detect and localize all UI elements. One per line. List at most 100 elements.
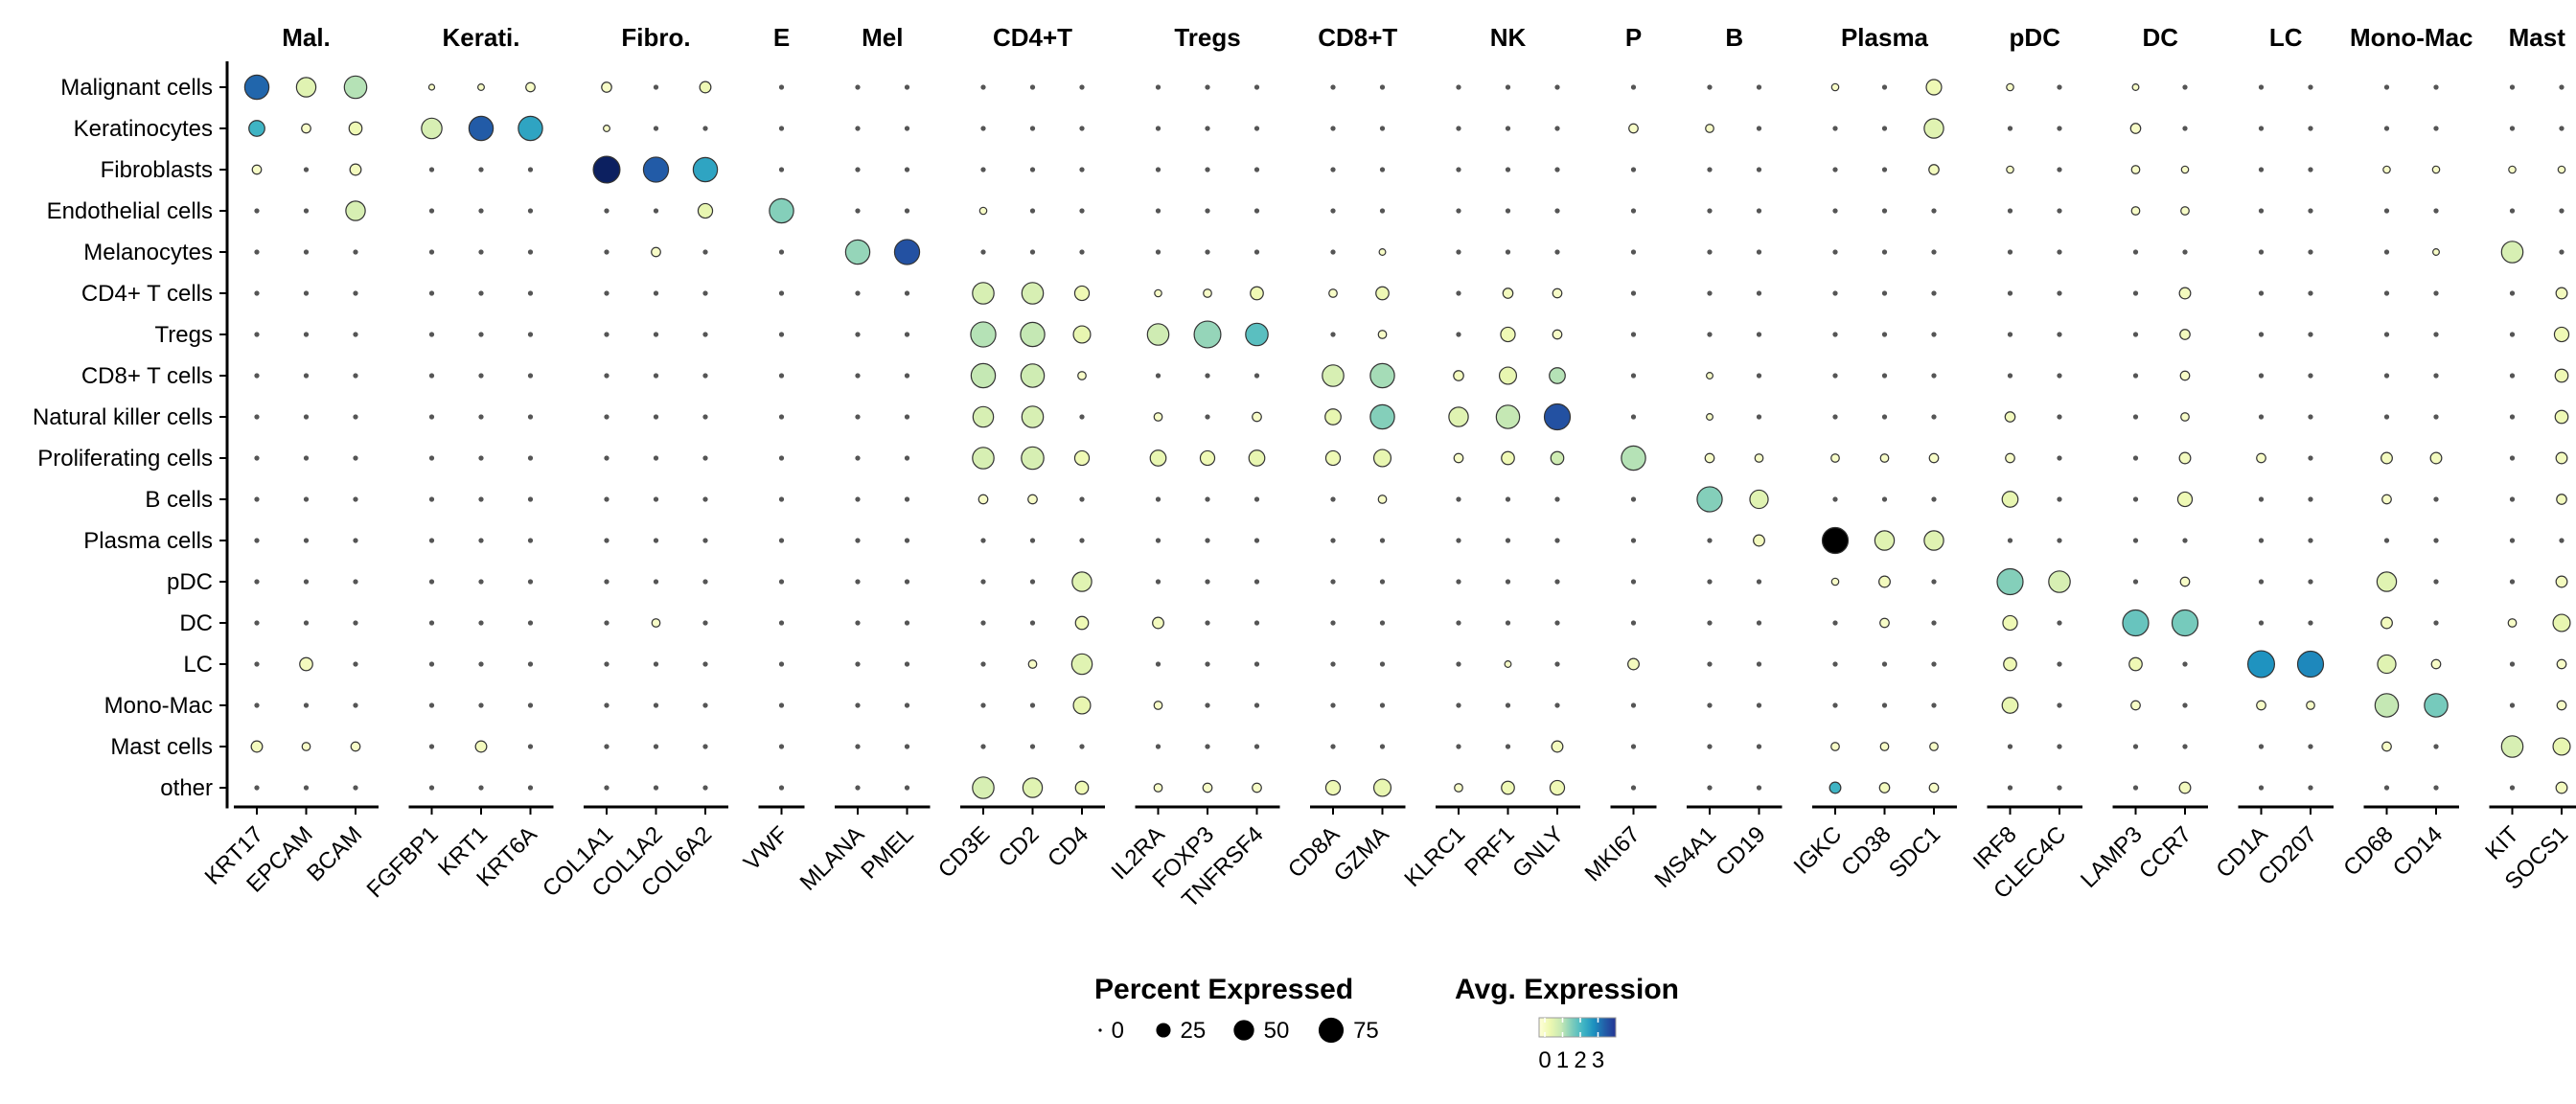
dot-melanocytes-cd2 bbox=[1029, 249, 1036, 255]
dot-dc-krt17 bbox=[254, 620, 260, 626]
legends: Percent Expressed 0 25 50 75 Avg. Expressio… bbox=[1094, 974, 1679, 1073]
dot-dc-cd38 bbox=[1879, 617, 1890, 629]
dot-pdc-epcam bbox=[303, 579, 310, 585]
dot-keratinocytes-igkc bbox=[1832, 126, 1838, 131]
dot-endothelial-cells-gnly bbox=[1554, 208, 1560, 214]
dot-proliferating-cells-col1a1 bbox=[604, 455, 610, 461]
dot-fibroblasts-vwf bbox=[778, 167, 785, 172]
dot-plasma-cells-cd19 bbox=[1753, 534, 1765, 547]
dot-keratinocytes-klrc1 bbox=[1456, 126, 1461, 131]
dot-melanocytes-mlana bbox=[844, 239, 871, 265]
gene-label-gnly: GNLY bbox=[1507, 821, 1569, 883]
dot-melanocytes-prf1 bbox=[1505, 249, 1511, 255]
dot-malignant-cells-vwf bbox=[778, 84, 785, 90]
dot-endothelial-cells-lamp3 bbox=[2130, 206, 2141, 216]
dot-keratinocytes-col1a2 bbox=[653, 126, 659, 131]
dot-cd4-t-cells-cd19 bbox=[1756, 290, 1762, 296]
dot-tregs-klrc1 bbox=[1456, 332, 1461, 337]
dot-mono-mac-igkc bbox=[1832, 702, 1838, 708]
dot-dc-clec4c bbox=[2057, 620, 2062, 626]
dot-pdc-klrc1 bbox=[1456, 579, 1461, 585]
dot-b-cells-socs1 bbox=[2556, 494, 2567, 505]
dot-other-socs1 bbox=[2555, 781, 2568, 794]
dot-pdc-tnfrsf4 bbox=[1254, 579, 1260, 585]
dot-tregs-krt6a bbox=[527, 332, 534, 337]
dot-b-cells-prf1 bbox=[1505, 496, 1511, 502]
dot-melanocytes-clec4c bbox=[2057, 249, 2062, 255]
dot-keratinocytes-krt1 bbox=[468, 115, 494, 142]
dot-plasma-cells-lamp3 bbox=[2132, 538, 2139, 543]
dot-other-clec4c bbox=[2057, 785, 2062, 791]
dot-mono-mac-socs1 bbox=[2556, 700, 2567, 711]
dot-malignant-cells-kit bbox=[2509, 84, 2516, 90]
dot-malignant-cells-col1a2 bbox=[653, 84, 659, 90]
dot-proliferating-cells-cd207 bbox=[2308, 455, 2313, 461]
dot-natural-killer-cells-ms4a1 bbox=[1706, 413, 1714, 421]
dot-endothelial-cells-socs1 bbox=[2559, 208, 2564, 214]
dot-malignant-cells-cd2 bbox=[1029, 84, 1036, 90]
dot-endothelial-cells-prf1 bbox=[1505, 208, 1511, 214]
dot-mast-cells-prf1 bbox=[1505, 744, 1511, 749]
dot-melanocytes-igkc bbox=[1832, 249, 1838, 255]
axes bbox=[219, 61, 2576, 815]
group-label-lc: LC bbox=[2269, 23, 2303, 52]
dot-fibroblasts-cd19 bbox=[1756, 167, 1762, 172]
dot-tregs-pmel bbox=[904, 332, 910, 337]
dot-b-cells-fgfbp1 bbox=[428, 496, 435, 502]
dot-cd8-t-cells-mki67 bbox=[1630, 373, 1637, 379]
dot-other-cd38 bbox=[1878, 782, 1891, 794]
dot-natural-killer-cells-foxp3 bbox=[1205, 414, 1210, 420]
dot-cd8-t-cells-cd38 bbox=[1881, 373, 1888, 379]
dot-tregs-vwf bbox=[778, 332, 785, 337]
dot-melanocytes-socs1 bbox=[2559, 249, 2564, 255]
dot-fibroblasts-cd38 bbox=[1881, 167, 1888, 172]
dot-lc-socs1 bbox=[2556, 658, 2567, 670]
dot-pdc-cd4 bbox=[1071, 571, 1092, 592]
dot-proliferating-cells-col6a2 bbox=[702, 455, 708, 461]
dot-other-krt17 bbox=[254, 785, 260, 791]
dot-proliferating-cells-tnfrsf4 bbox=[1248, 449, 1266, 467]
dot-keratinocytes-kit bbox=[2509, 126, 2516, 131]
dot-malignant-cells-igkc bbox=[1830, 82, 1840, 92]
dot-melanocytes-cd38 bbox=[1881, 249, 1888, 255]
dot-plasma-cells-mlana bbox=[855, 538, 861, 543]
dot-malignant-cells-cd207 bbox=[2308, 84, 2313, 90]
row-label-proliferating-cells: Proliferating cells bbox=[37, 446, 213, 472]
dot-tregs-socs1 bbox=[2553, 326, 2570, 343]
dot-cd8-t-cells-mlana bbox=[855, 373, 861, 379]
dot-melanocytes-col1a2 bbox=[651, 246, 661, 258]
dot-cd8-t-cells-cd14 bbox=[2433, 373, 2439, 379]
dot-lc-col1a1 bbox=[604, 661, 610, 667]
dot-fibroblasts-ccr7 bbox=[2180, 165, 2190, 174]
dot-other-gnly bbox=[1549, 779, 1566, 796]
dot-mast-cells-lamp3 bbox=[2132, 744, 2139, 749]
dot-malignant-cells-krt1 bbox=[477, 83, 485, 91]
dot-tregs-prf1 bbox=[1500, 326, 1516, 343]
dot-endothelial-cells-sdc1 bbox=[1931, 208, 1937, 214]
dot-malignant-cells-prf1 bbox=[1505, 84, 1511, 90]
group-headers: Mal. Kerati. Fibro. E Mel CD4+T Tregs CD8+T NK P B… bbox=[282, 23, 2565, 52]
group-label-e: E bbox=[773, 23, 790, 52]
dot-mast-cells-col6a2 bbox=[702, 744, 708, 749]
dot-cd8-t-cells-epcam bbox=[303, 373, 310, 379]
dot-melanocytes-ms4a1 bbox=[1707, 249, 1713, 255]
dot-mono-mac-col6a2 bbox=[702, 702, 708, 708]
dot-fibroblasts-foxp3 bbox=[1205, 167, 1210, 172]
dot-b-cells-col1a2 bbox=[653, 496, 659, 502]
dot-dc-cd68 bbox=[2380, 616, 2393, 630]
dot-melanocytes-gzma bbox=[1378, 248, 1387, 256]
dot-plasma-cells-kit bbox=[2509, 538, 2516, 543]
dot-lc-prf1 bbox=[1504, 660, 1512, 668]
dot-mast-cells-cd38 bbox=[1879, 742, 1890, 751]
dot-lc-col6a2 bbox=[702, 661, 708, 667]
dot-lc-ms4a1 bbox=[1707, 661, 1713, 667]
color-legend-bar bbox=[1538, 1017, 1617, 1038]
dot-tregs-cd3e bbox=[970, 321, 997, 348]
dot-malignant-cells-col6a2 bbox=[699, 80, 712, 94]
dot-keratinocytes-bcam bbox=[348, 121, 363, 136]
dot-cd4-t-cells-gzma bbox=[1375, 286, 1390, 301]
dot-other-ms4a1 bbox=[1707, 785, 1713, 791]
dot-melanocytes-cd14 bbox=[2432, 248, 2440, 256]
dot-tregs-cd2 bbox=[1020, 321, 1046, 348]
